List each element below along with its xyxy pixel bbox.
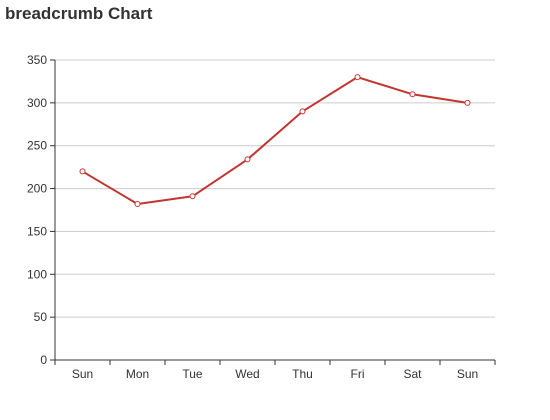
y-tick-label: 200	[27, 182, 47, 196]
y-tick-label: 100	[27, 267, 47, 281]
series-line	[81, 76, 468, 205]
x-tick-label: Sun	[457, 367, 478, 381]
y-tick-label: 350	[27, 53, 47, 67]
series-group	[79, 74, 471, 207]
y-axis: 0 50 100 150 200 250 300 350	[27, 53, 56, 367]
y-tick-label: 300	[27, 96, 47, 110]
y-tick-label: 50	[34, 310, 48, 324]
y-tick-label: 150	[27, 224, 47, 238]
data-point	[244, 156, 251, 163]
data-point	[464, 99, 471, 106]
grid-lines	[55, 59, 495, 318]
x-tick-label: Wed	[235, 367, 259, 381]
data-point	[299, 108, 306, 115]
data-point	[354, 74, 361, 81]
x-tick-label: Mon	[126, 367, 149, 381]
chart-title: breadcrumb Chart	[5, 4, 153, 23]
data-point	[409, 91, 416, 98]
x-tick-label: Thu	[292, 367, 313, 381]
x-axis: Sun Mon Tue Wed Thu Fri Sat Sun	[54, 359, 496, 381]
data-point	[134, 201, 141, 207]
y-tick-label: 0	[40, 353, 47, 367]
y-tick-label: 250	[27, 139, 47, 153]
x-tick-label: Sun	[72, 367, 93, 381]
x-tick-label: Sat	[403, 367, 422, 381]
data-point	[189, 193, 196, 200]
x-tick-label: Tue	[182, 367, 203, 381]
data-point	[79, 168, 86, 175]
x-tick-label: Fri	[351, 367, 365, 381]
